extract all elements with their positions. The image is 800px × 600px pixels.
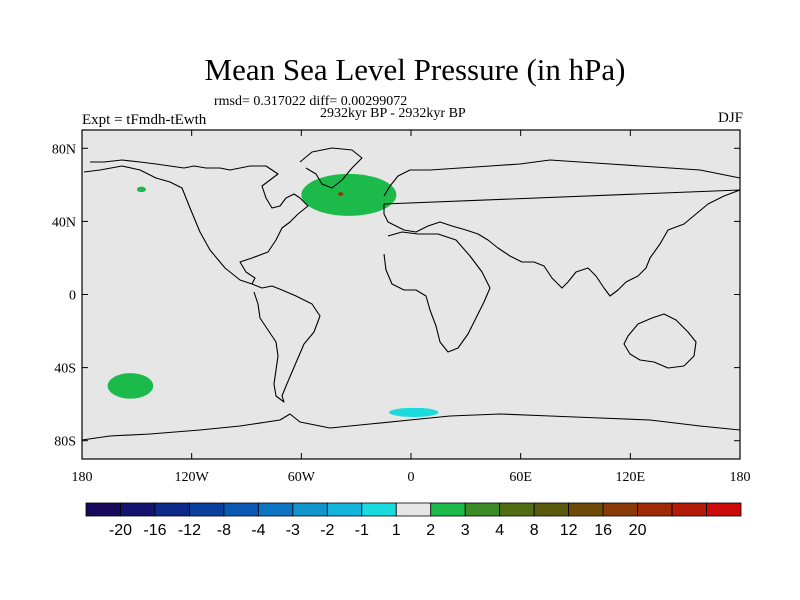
period-subtitle: 2932kyr BP - 2932kyr BP bbox=[320, 106, 466, 121]
coastline-antarctica bbox=[81, 413, 741, 441]
y-tick-labels: 80N 40N 0 40S 80S bbox=[52, 142, 76, 449]
colorbar-swatch bbox=[464, 502, 501, 517]
axis-ticks bbox=[81, 130, 741, 459]
colorbar-swatch bbox=[361, 502, 397, 517]
coastline-australia bbox=[623, 313, 697, 369]
colorbar-swatch bbox=[568, 502, 604, 517]
colorbar-label: -3 bbox=[286, 522, 300, 539]
colorbar-swatch bbox=[85, 502, 121, 517]
y-tick-label: 80S bbox=[54, 435, 76, 450]
colorbar-label: 16 bbox=[594, 522, 612, 539]
colorbar-swatch bbox=[189, 502, 225, 517]
colorbar-swatch bbox=[671, 502, 707, 517]
colorbar-swatch bbox=[637, 502, 673, 517]
coastline-north-america bbox=[83, 159, 309, 285]
coastline-greenland bbox=[299, 147, 363, 189]
colorbar-label: 2 bbox=[426, 522, 435, 539]
region-southern-ocean bbox=[389, 407, 439, 417]
season-label: DJF bbox=[717, 110, 743, 126]
colorbar-swatch bbox=[706, 502, 742, 517]
colorbar-label: 3 bbox=[461, 522, 470, 539]
colorbar bbox=[85, 502, 742, 517]
x-tick-labels: 180 120W 60W 0 60E 120E 180 bbox=[72, 470, 751, 485]
map-background bbox=[82, 130, 740, 459]
x-tick-label: 120E bbox=[616, 470, 646, 485]
coastline-africa bbox=[383, 231, 491, 353]
anomaly-regions bbox=[107, 173, 439, 417]
colorbar-label: -8 bbox=[217, 522, 231, 539]
colorbar-swatch bbox=[257, 502, 294, 517]
colorbar-swatch bbox=[120, 502, 156, 517]
colorbar-swatch bbox=[533, 502, 570, 517]
region-north-atlantic bbox=[301, 173, 397, 216]
x-tick-label: 120W bbox=[175, 470, 210, 485]
colorbar-swatch bbox=[223, 502, 259, 517]
x-tick-label: 60E bbox=[509, 470, 532, 485]
x-tick-label: 60W bbox=[288, 470, 316, 485]
experiment-label: Expt = tFmdh-tEwth bbox=[82, 112, 207, 128]
colorbar-label: -12 bbox=[178, 522, 201, 539]
coastline-eurasia bbox=[383, 159, 741, 297]
colorbar-label: 8 bbox=[530, 522, 539, 539]
colorbar-labels: -20 -16 -12 -8 -4 -3 -2 -1 1 2 3 4 8 12 16 20 bbox=[109, 522, 647, 539]
colorbar-swatch bbox=[499, 502, 535, 517]
region-north-pacific-spot bbox=[136, 186, 146, 193]
y-tick-label: 40N bbox=[52, 215, 76, 230]
colorbar-label: 12 bbox=[560, 522, 578, 539]
colorbar-swatch bbox=[154, 502, 190, 517]
colorbar-label: 1 bbox=[392, 522, 401, 539]
x-tick-label: 180 bbox=[72, 470, 93, 485]
colorbar-label: -2 bbox=[320, 522, 334, 539]
colorbar-label: 4 bbox=[495, 522, 504, 539]
y-tick-label: 0 bbox=[69, 289, 76, 304]
colorbar-swatch bbox=[326, 502, 363, 517]
coastlines bbox=[81, 147, 741, 441]
map-area bbox=[81, 129, 741, 460]
stats-subtitle: rmsd= 0.317022 diff= 0.00299072 bbox=[214, 94, 408, 109]
y-tick-label: 80N bbox=[52, 142, 76, 157]
colorbar-label: 20 bbox=[629, 522, 647, 539]
x-tick-label: 0 bbox=[408, 470, 415, 485]
x-tick-label: 180 bbox=[730, 470, 751, 485]
colorbar-swatch bbox=[430, 502, 466, 517]
colorbar-swatch bbox=[292, 502, 328, 517]
colorbar-swatch bbox=[602, 502, 638, 517]
colorbar-label: -1 bbox=[355, 522, 369, 539]
colorbar-label: -16 bbox=[143, 522, 166, 539]
colorbar-label: -4 bbox=[251, 522, 265, 539]
coastline-south-america bbox=[251, 283, 321, 403]
region-south-pacific bbox=[107, 373, 154, 399]
chart-title: Mean Sea Level Pressure (in hPa) bbox=[204, 52, 626, 87]
y-tick-label: 40S bbox=[54, 362, 76, 377]
colorbar-swatch bbox=[395, 502, 432, 517]
region-north-atlantic-core bbox=[337, 192, 344, 196]
colorbar-label: -20 bbox=[109, 522, 132, 539]
